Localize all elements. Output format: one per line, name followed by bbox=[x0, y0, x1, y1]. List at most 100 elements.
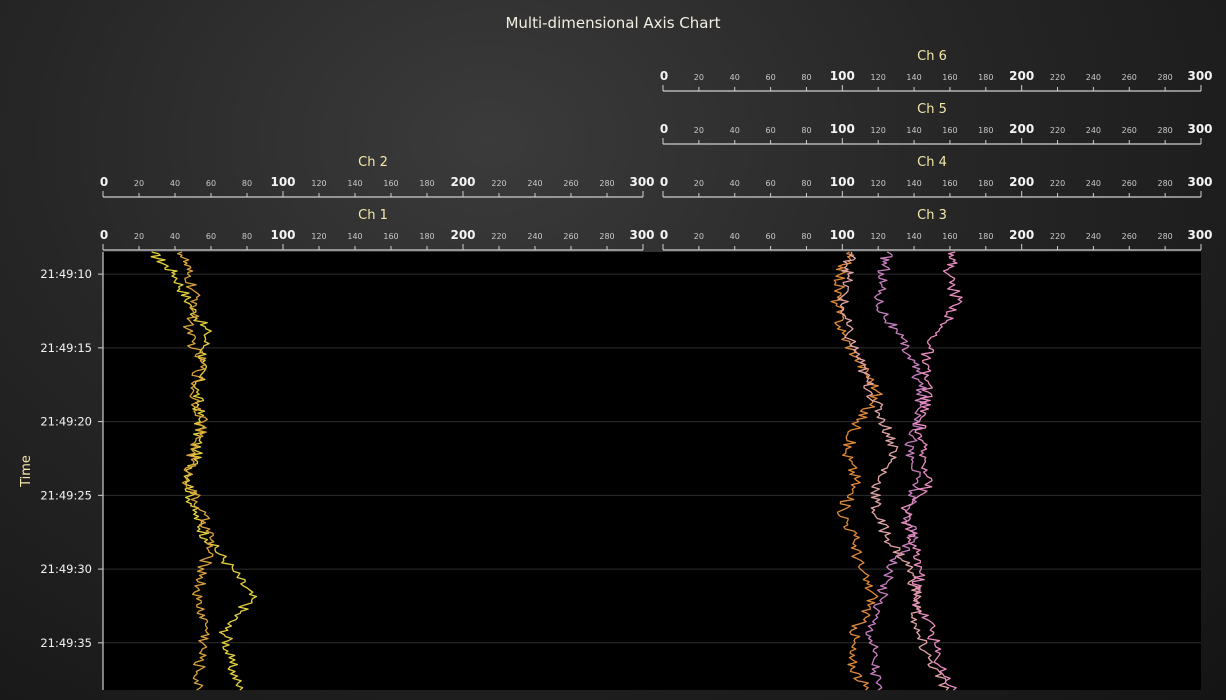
tick-label: 280 bbox=[599, 232, 614, 241]
tick-label: 220 bbox=[1050, 73, 1065, 82]
tick-label: 40 bbox=[730, 73, 740, 82]
plot-area bbox=[103, 252, 1201, 690]
tick-label: 20 bbox=[694, 179, 704, 188]
time-tick-label: 21:49:10 bbox=[40, 267, 92, 281]
x-axis-ch-5: 0 20 40 60 80 100 120 140 160 180 200 220 240 260 280 3… bbox=[660, 102, 1213, 145]
tick-label: 140 bbox=[906, 73, 921, 82]
x-axis-title: Ch 4 bbox=[917, 155, 947, 170]
tick-label: 140 bbox=[347, 179, 362, 188]
tick-label: 60 bbox=[766, 179, 776, 188]
tick-label: 80 bbox=[801, 179, 811, 188]
series-line-ch-3 bbox=[830, 251, 883, 691]
tick-label: 300 bbox=[1187, 122, 1212, 136]
tick-label: 120 bbox=[871, 73, 886, 82]
tick-label: 280 bbox=[599, 179, 614, 188]
tick-label: 200 bbox=[1009, 175, 1034, 189]
tick-label: 260 bbox=[1122, 179, 1137, 188]
time-tick-label: 21:49:30 bbox=[40, 562, 92, 576]
tick-label: 200 bbox=[1009, 122, 1034, 136]
tick-label: 40 bbox=[170, 232, 180, 241]
tick-label: 160 bbox=[942, 179, 957, 188]
tick-label: 0 bbox=[660, 122, 668, 136]
tick-label: 140 bbox=[347, 232, 362, 241]
x-axis-ch-3: 0 20 40 60 80 100 120 140 160 180 200 220 240 260 280 3… bbox=[660, 208, 1213, 251]
grid bbox=[103, 273, 1201, 644]
tick-label: 20 bbox=[134, 232, 144, 241]
tick-label: 280 bbox=[1157, 73, 1172, 82]
tick-label: 240 bbox=[1086, 126, 1101, 135]
tick-label: 240 bbox=[1086, 179, 1101, 188]
tick-label: 20 bbox=[694, 232, 704, 241]
tick-label: 180 bbox=[978, 126, 993, 135]
tick-label: 60 bbox=[766, 73, 776, 82]
tick-label: 220 bbox=[1050, 232, 1065, 241]
tick-label: 0 bbox=[660, 69, 668, 83]
tick-label: 200 bbox=[1009, 228, 1034, 242]
tick-label: 80 bbox=[242, 232, 252, 241]
tick-label: 300 bbox=[1187, 228, 1212, 242]
tick-label: 40 bbox=[730, 126, 740, 135]
x-axis-title: Ch 2 bbox=[358, 155, 388, 170]
tick-label: 280 bbox=[1157, 232, 1172, 241]
tick-label: 120 bbox=[311, 179, 326, 188]
tick-label: 80 bbox=[801, 232, 811, 241]
tick-label: 100 bbox=[830, 228, 855, 242]
tick-label: 140 bbox=[906, 126, 921, 135]
tick-label: 160 bbox=[942, 232, 957, 241]
tick-label: 300 bbox=[1187, 69, 1212, 83]
time-axis: 21:49:10 21:49:15 21:49:20 21:49:25 21:49:30… bbox=[40, 252, 104, 690]
series-line-ch-6 bbox=[900, 251, 963, 691]
tick-label: 160 bbox=[942, 126, 957, 135]
tick-label: 180 bbox=[978, 232, 993, 241]
tick-label: 140 bbox=[906, 232, 921, 241]
tick-label: 160 bbox=[942, 73, 957, 82]
tick-label: 40 bbox=[730, 179, 740, 188]
tick-label: 220 bbox=[1050, 126, 1065, 135]
tick-label: 220 bbox=[491, 232, 506, 241]
tick-label: 220 bbox=[491, 179, 506, 188]
tick-label: 180 bbox=[978, 179, 993, 188]
tick-label: 80 bbox=[242, 179, 252, 188]
tick-label: 180 bbox=[978, 73, 993, 82]
tick-label: 300 bbox=[629, 228, 654, 242]
x-axis-title: Ch 5 bbox=[917, 102, 947, 117]
tick-label: 280 bbox=[1157, 179, 1172, 188]
tick-label: 280 bbox=[1157, 126, 1172, 135]
tick-label: 0 bbox=[660, 175, 668, 189]
tick-label: 20 bbox=[134, 179, 144, 188]
tick-label: 260 bbox=[563, 232, 578, 241]
time-axis-label: Time bbox=[19, 455, 34, 488]
tick-label: 260 bbox=[1122, 73, 1137, 82]
tick-label: 120 bbox=[871, 232, 886, 241]
tick-label: 200 bbox=[450, 175, 475, 189]
tick-label: 140 bbox=[906, 179, 921, 188]
tick-label: 180 bbox=[419, 179, 434, 188]
tick-label: 240 bbox=[527, 179, 542, 188]
tick-label: 240 bbox=[527, 232, 542, 241]
tick-label: 100 bbox=[830, 69, 855, 83]
time-tick-label: 21:49:35 bbox=[40, 636, 92, 650]
tick-label: 200 bbox=[450, 228, 475, 242]
series-line-ch-5 bbox=[865, 251, 928, 691]
time-tick-label: 21:49:20 bbox=[40, 415, 92, 429]
time-tick-label: 21:49:25 bbox=[40, 488, 92, 502]
tick-label: 300 bbox=[1187, 175, 1212, 189]
tick-label: 40 bbox=[730, 232, 740, 241]
x-axis-ch-6: 0 20 40 60 80 100 120 140 160 180 200 220 240 260 280 3… bbox=[660, 49, 1213, 92]
tick-label: 100 bbox=[270, 175, 295, 189]
series bbox=[150, 251, 963, 691]
tick-label: 300 bbox=[629, 175, 654, 189]
tick-label: 100 bbox=[830, 122, 855, 136]
tick-label: 20 bbox=[694, 73, 704, 82]
tick-label: 60 bbox=[766, 126, 776, 135]
tick-label: 80 bbox=[801, 73, 811, 82]
tick-label: 0 bbox=[100, 228, 108, 242]
tick-label: 0 bbox=[660, 228, 668, 242]
tick-label: 20 bbox=[694, 126, 704, 135]
tick-label: 60 bbox=[766, 232, 776, 241]
series-line-ch-1 bbox=[150, 251, 258, 691]
tick-label: 160 bbox=[383, 232, 398, 241]
tick-label: 40 bbox=[170, 179, 180, 188]
x-axis-title: Ch 1 bbox=[358, 208, 388, 223]
